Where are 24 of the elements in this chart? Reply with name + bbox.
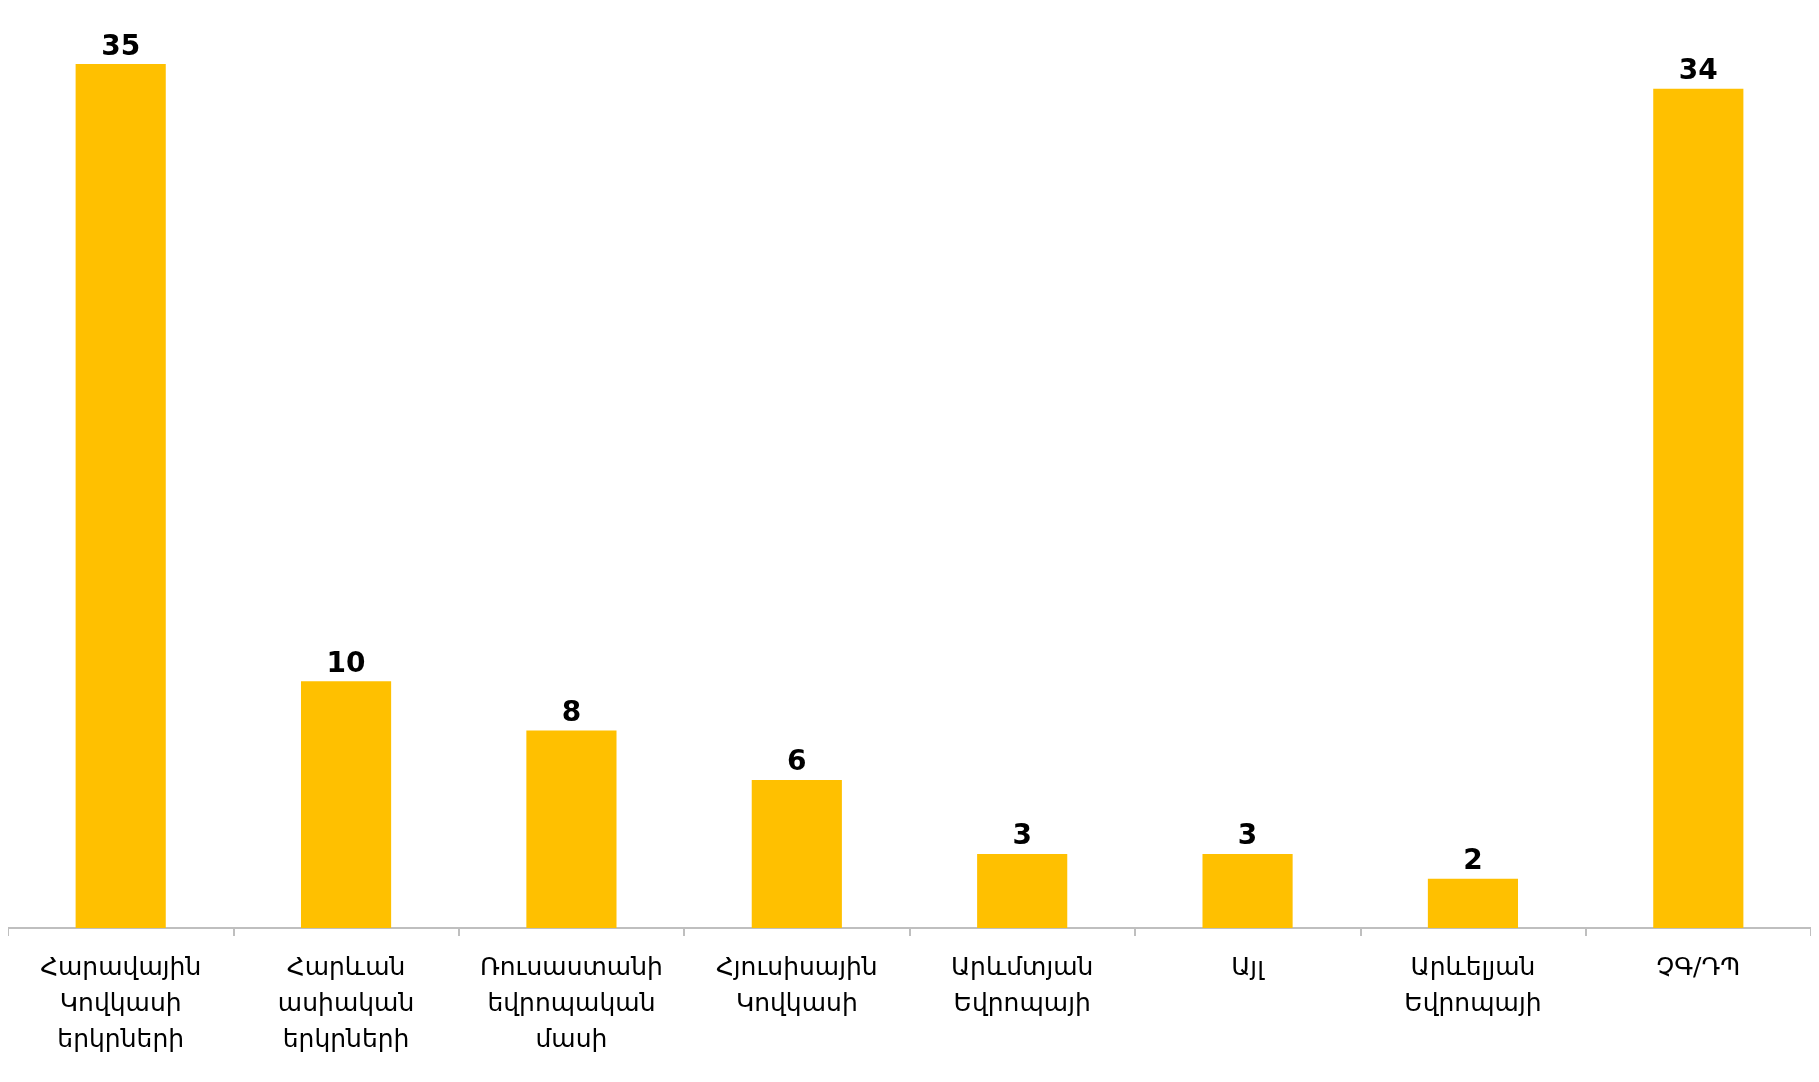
x-tick-label: Հարավային Կովկասի երկրների [40, 951, 202, 1053]
data-label: 8 [561, 695, 582, 729]
x-tick-label: ՉԳ/ԴՊ [1656, 951, 1741, 981]
bar [526, 730, 617, 928]
bar [1653, 88, 1744, 928]
data-label: 2 [1463, 843, 1483, 877]
x-tick-label: Այլ [1231, 951, 1266, 981]
data-label: 3 [1237, 818, 1258, 852]
x-tick-label: Ռուսաստանի եվրոպական մասի [479, 951, 663, 1053]
bar [977, 853, 1068, 928]
data-label: 6 [787, 744, 807, 778]
data-label: 3 [1012, 818, 1032, 852]
bar [1202, 853, 1293, 928]
bar [1427, 878, 1519, 928]
x-tick-label: Հյուսիսային Կովկասի [715, 951, 878, 1017]
x-tick-label: Արևելյան Եվրոպայի [1404, 951, 1542, 1017]
data-label: 34 [1678, 53, 1718, 87]
bar [75, 64, 166, 928]
bar [751, 779, 842, 928]
x-tick-label: Արևմտյան Եվրոպայի [950, 951, 1094, 1017]
data-label: 35 [101, 28, 141, 62]
bar [300, 681, 392, 928]
x-tick-label: Հարևան ասիական երկրների [277, 951, 415, 1053]
data-label: 10 [326, 645, 366, 679]
